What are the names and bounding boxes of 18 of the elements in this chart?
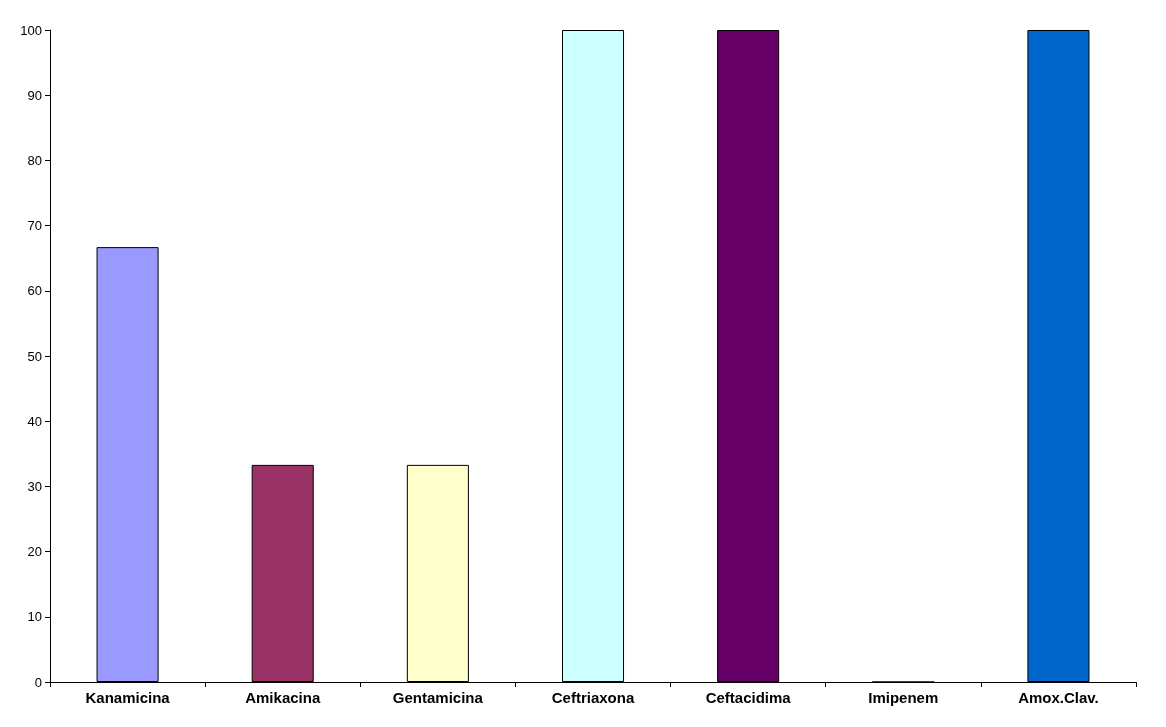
y-tick-label: 40 bbox=[27, 413, 42, 429]
y-tick-label: 70 bbox=[27, 218, 42, 234]
x-tick-label: Ceftriaxona bbox=[551, 689, 635, 706]
x-tick-label: Gentamicina bbox=[392, 689, 484, 706]
y-tick-label: 90 bbox=[27, 87, 42, 103]
y-tick-label: 60 bbox=[27, 283, 42, 299]
x-tick-label: Ceftacidima bbox=[705, 689, 792, 706]
x-tick-label: Kanamicina bbox=[85, 689, 171, 706]
y-tick-label: 100 bbox=[20, 22, 42, 38]
y-tick-label: 30 bbox=[27, 478, 42, 494]
x-tick-label: Amox.Clav. bbox=[1018, 689, 1099, 706]
y-tick-label: 50 bbox=[27, 348, 42, 364]
y-tick-label: 0 bbox=[34, 674, 42, 690]
y-tick-label: 20 bbox=[27, 544, 42, 560]
x-tick-label: Amikacina bbox=[245, 689, 321, 706]
y-tick-label: 80 bbox=[27, 152, 42, 168]
x-tick-label: Imipenem bbox=[868, 689, 939, 706]
y-tick-label: 10 bbox=[27, 609, 42, 625]
